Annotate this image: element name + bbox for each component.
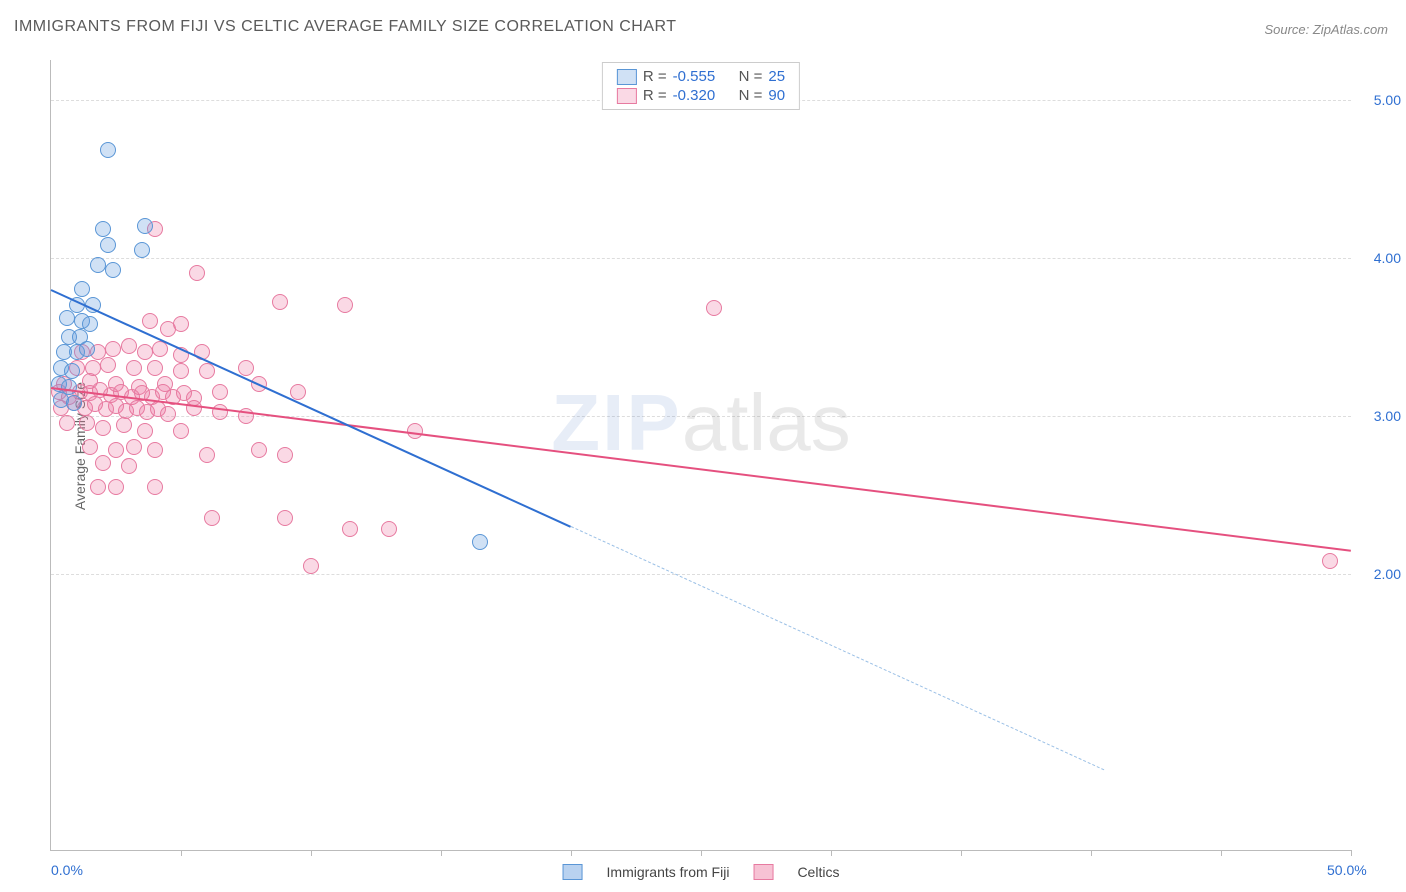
x-tick-label: 50.0% [1327,862,1367,878]
data-point [79,415,95,431]
data-point [147,360,163,376]
y-tick-label: 2.00 [1357,566,1401,582]
data-point [108,442,124,458]
data-point [142,313,158,329]
legend-r-value: -0.555 [673,68,733,85]
data-point [160,406,176,422]
data-point [189,265,205,281]
data-point [147,442,163,458]
data-point [303,558,319,574]
legend-r-label: R = [643,68,667,85]
data-point [147,479,163,495]
data-point [121,458,137,474]
x-tick [441,850,442,856]
gridline [51,258,1351,259]
data-point [204,510,220,526]
x-tick-label: 0.0% [51,862,83,878]
data-point [137,344,153,360]
data-point [95,455,111,471]
data-point [137,218,153,234]
data-point [90,479,106,495]
data-point [173,316,189,332]
data-point [706,300,722,316]
data-point [105,341,121,357]
data-point [342,521,358,537]
data-point [59,310,75,326]
data-point [277,447,293,463]
data-point [238,360,254,376]
data-point [173,423,189,439]
legend-series-label: Celtics [797,864,839,880]
data-point [126,360,142,376]
legend-n-value: 25 [768,68,785,85]
x-tick [571,850,572,856]
legend-series-label: Immigrants from Fiji [607,864,730,880]
x-tick [311,850,312,856]
x-tick [1351,850,1352,856]
data-point [66,395,82,411]
data-point [108,479,124,495]
x-tick [1221,850,1222,856]
data-point [64,363,80,379]
x-tick [1091,850,1092,856]
data-point [199,363,215,379]
x-tick [961,850,962,856]
legend-swatch [563,864,583,880]
data-point [173,363,189,379]
legend-n-label: N = [739,87,763,104]
data-point [126,439,142,455]
data-point [95,420,111,436]
legend-swatch [753,864,773,880]
data-point [79,341,95,357]
series-legend: Immigrants from Fiji Celtics [563,864,840,880]
data-point [212,384,228,400]
data-point [100,237,116,253]
x-tick [181,850,182,856]
data-point [277,510,293,526]
data-point [100,142,116,158]
data-point [90,257,106,273]
y-tick-label: 3.00 [1357,408,1401,424]
data-point [1322,553,1338,569]
data-point [116,417,132,433]
legend-row: R = -0.555 N = 25 [617,67,785,86]
data-point [272,294,288,310]
correlation-legend: R = -0.555 N = 25 R = -0.320 N = 90 [602,62,800,110]
trend-line [571,526,1104,770]
data-point [74,281,90,297]
data-point [105,262,121,278]
gridline [51,574,1351,575]
data-point [199,447,215,463]
legend-swatch [617,88,637,104]
legend-r-label: R = [643,87,667,104]
trend-line [51,387,1351,552]
legend-n-value: 90 [768,87,785,104]
data-point [95,221,111,237]
legend-n-label: N = [739,68,763,85]
y-tick-label: 5.00 [1357,92,1401,108]
data-point [381,521,397,537]
data-point [82,439,98,455]
data-point [251,442,267,458]
data-point [472,534,488,550]
source-attribution: Source: ZipAtlas.com [1264,22,1388,37]
x-tick [701,850,702,856]
data-point [59,415,75,431]
data-point [337,297,353,313]
legend-row: R = -0.320 N = 90 [617,86,785,105]
watermark-atlas: atlas [682,378,851,467]
chart-title: IMMIGRANTS FROM FIJI VS CELTIC AVERAGE F… [14,18,677,36]
plot-area: ZIPatlas R =-0.555N =25R =-0.320N =90 Im… [50,60,1351,851]
data-point [290,384,306,400]
legend-swatch [617,69,637,85]
data-point [134,242,150,258]
legend-r-value: -0.320 [673,87,733,104]
data-point [121,338,137,354]
data-point [100,357,116,373]
data-point [137,423,153,439]
y-tick-label: 4.00 [1357,250,1401,266]
x-tick [831,850,832,856]
